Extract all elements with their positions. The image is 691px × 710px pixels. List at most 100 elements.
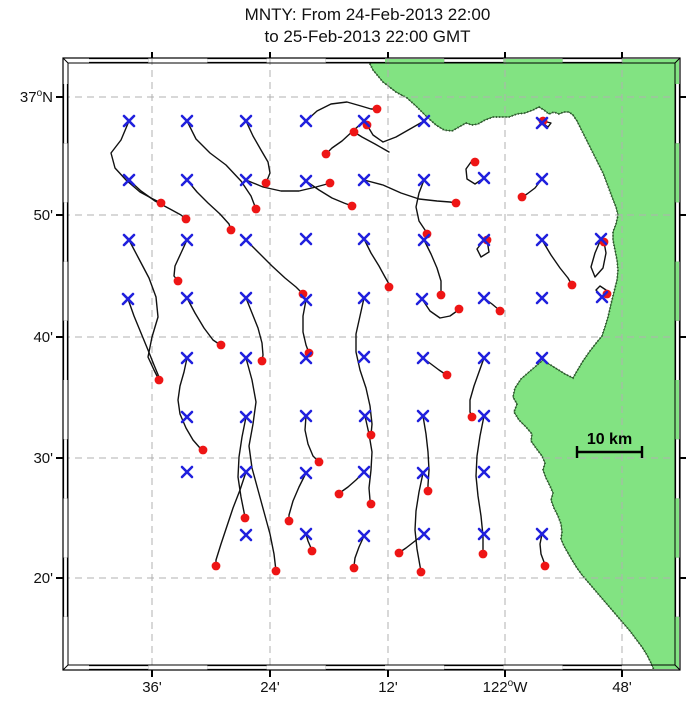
drifter-trajectory bbox=[245, 357, 277, 572]
drifter-end-dot bbox=[173, 276, 183, 286]
drifter-start-x bbox=[535, 291, 549, 305]
drifter-start-x bbox=[180, 114, 194, 128]
x-tick-label: 24' bbox=[260, 679, 280, 696]
drifter-trajectory bbox=[355, 297, 373, 436]
scale-bar: 10 km bbox=[575, 431, 644, 458]
drifter-start-x bbox=[299, 114, 313, 128]
drifter-end-dot bbox=[467, 412, 477, 422]
drifter-start-x bbox=[477, 527, 491, 541]
drifter-end-dot bbox=[156, 198, 166, 208]
drifter-end-dot bbox=[211, 561, 221, 571]
drifter-end-dot bbox=[454, 304, 464, 314]
drifter-start-x bbox=[416, 409, 430, 423]
drifter-start-x bbox=[239, 528, 253, 542]
drifter-start-x bbox=[180, 173, 194, 187]
drifter-end-dot bbox=[372, 104, 382, 114]
drifter-end-dot bbox=[198, 445, 208, 455]
drifter-start-x bbox=[239, 114, 253, 128]
drifter-start-x bbox=[180, 465, 194, 479]
drifter-start-x bbox=[299, 351, 313, 365]
scale-bar-label: 10 km bbox=[587, 431, 632, 448]
drifter-end-dot bbox=[334, 489, 344, 499]
drifter-trajectory bbox=[353, 131, 390, 153]
x-tick-label: 48' bbox=[612, 679, 632, 696]
drifter-start-x bbox=[357, 114, 371, 128]
drifter-end-dot bbox=[271, 566, 281, 576]
drifter-start-x bbox=[357, 529, 371, 543]
drifter-start-x bbox=[415, 292, 429, 306]
drifter-end-dot bbox=[442, 370, 452, 380]
drifter-end-dot bbox=[394, 548, 404, 558]
drifter-trajectory bbox=[177, 357, 204, 451]
drifter-end-dot bbox=[517, 192, 527, 202]
drifter-trajectory bbox=[304, 415, 320, 463]
y-tick-label: 40' bbox=[33, 329, 53, 346]
drifter-end-dot bbox=[416, 567, 426, 577]
axis-ticks: 36' 24' 12' 122oW 48' 37oN 50' 40' 30' 20' bbox=[20, 52, 686, 696]
drifter-end-dot bbox=[284, 516, 294, 526]
drifter-end-dot bbox=[366, 499, 376, 509]
x-tick-label: 12' bbox=[378, 679, 398, 696]
y-tick-label: 37oN bbox=[20, 88, 53, 106]
coastline bbox=[367, 59, 655, 669]
frame-corner-bevel bbox=[674, 664, 681, 671]
drifter-end-dot bbox=[307, 546, 317, 556]
drifter-end-dot bbox=[602, 289, 612, 299]
title-line-1: MNTY: From 24-Feb-2013 22:00 bbox=[244, 5, 491, 24]
drifter-start-x bbox=[239, 173, 253, 187]
drifter-end-dot bbox=[314, 457, 324, 467]
drifter-trajectory bbox=[305, 101, 378, 122]
drifter-start-x bbox=[299, 466, 313, 480]
x-tick-label: 36' bbox=[142, 679, 162, 696]
drifter-end-dot bbox=[240, 513, 250, 523]
drifter-start-x bbox=[477, 351, 491, 365]
drifter-trajectory bbox=[541, 239, 573, 286]
drifter-end-dot bbox=[251, 204, 261, 214]
drifter-start-x bbox=[180, 233, 194, 247]
drifter-start-x bbox=[357, 173, 371, 187]
drifter-trajectory bbox=[423, 239, 442, 296]
start-marker-layer bbox=[121, 114, 609, 543]
drifter-start-x bbox=[535, 233, 549, 247]
drifter-end-dot bbox=[349, 563, 359, 573]
drifter-end-dot bbox=[495, 306, 505, 316]
drifter-start-x bbox=[299, 527, 313, 541]
drifter-trajectory bbox=[590, 238, 607, 278]
drifter-start-x bbox=[299, 232, 313, 246]
drifter-end-dot bbox=[436, 290, 446, 300]
drifter-start-x bbox=[180, 410, 194, 424]
drifter-end-dot bbox=[321, 149, 331, 159]
drifter-end-dot bbox=[257, 356, 267, 366]
drifter-trajectory bbox=[186, 120, 257, 210]
x-tick-label: 122oW bbox=[483, 678, 529, 696]
drifter-trajectory bbox=[363, 179, 457, 204]
drifter-end-dot bbox=[451, 198, 461, 208]
drifter-end-dot bbox=[261, 178, 271, 188]
drifter-end-dot bbox=[181, 214, 191, 224]
drifter-trajectory bbox=[475, 415, 485, 555]
drifter-start-x bbox=[180, 291, 194, 305]
drifter-start-x bbox=[477, 233, 491, 247]
drifter-trajectory bbox=[237, 416, 247, 519]
drifter-start-x bbox=[417, 173, 431, 187]
drifter-trajectory bbox=[302, 299, 310, 354]
drifter-start-x bbox=[417, 527, 431, 541]
drifter-start-x bbox=[357, 291, 371, 305]
drifter-start-x bbox=[299, 174, 313, 188]
frame-corner-bevel bbox=[62, 57, 69, 64]
drifter-trajectory bbox=[245, 297, 264, 362]
drifter-trajectory bbox=[325, 120, 365, 155]
drifter-start-x bbox=[239, 291, 253, 305]
frame-outer bbox=[62, 57, 681, 671]
graticule-layer bbox=[64, 59, 679, 669]
drifter-end-dot bbox=[567, 280, 577, 290]
drifter-end-dot bbox=[470, 157, 480, 167]
drifter-trajectory bbox=[245, 239, 304, 295]
drifter-trajectory bbox=[469, 357, 485, 418]
drifter-start-x bbox=[299, 409, 313, 423]
land-layer bbox=[366, 59, 679, 669]
drifter-end-dot bbox=[423, 486, 433, 496]
drifter-start-x bbox=[121, 292, 135, 306]
drifter-start-x bbox=[535, 527, 549, 541]
